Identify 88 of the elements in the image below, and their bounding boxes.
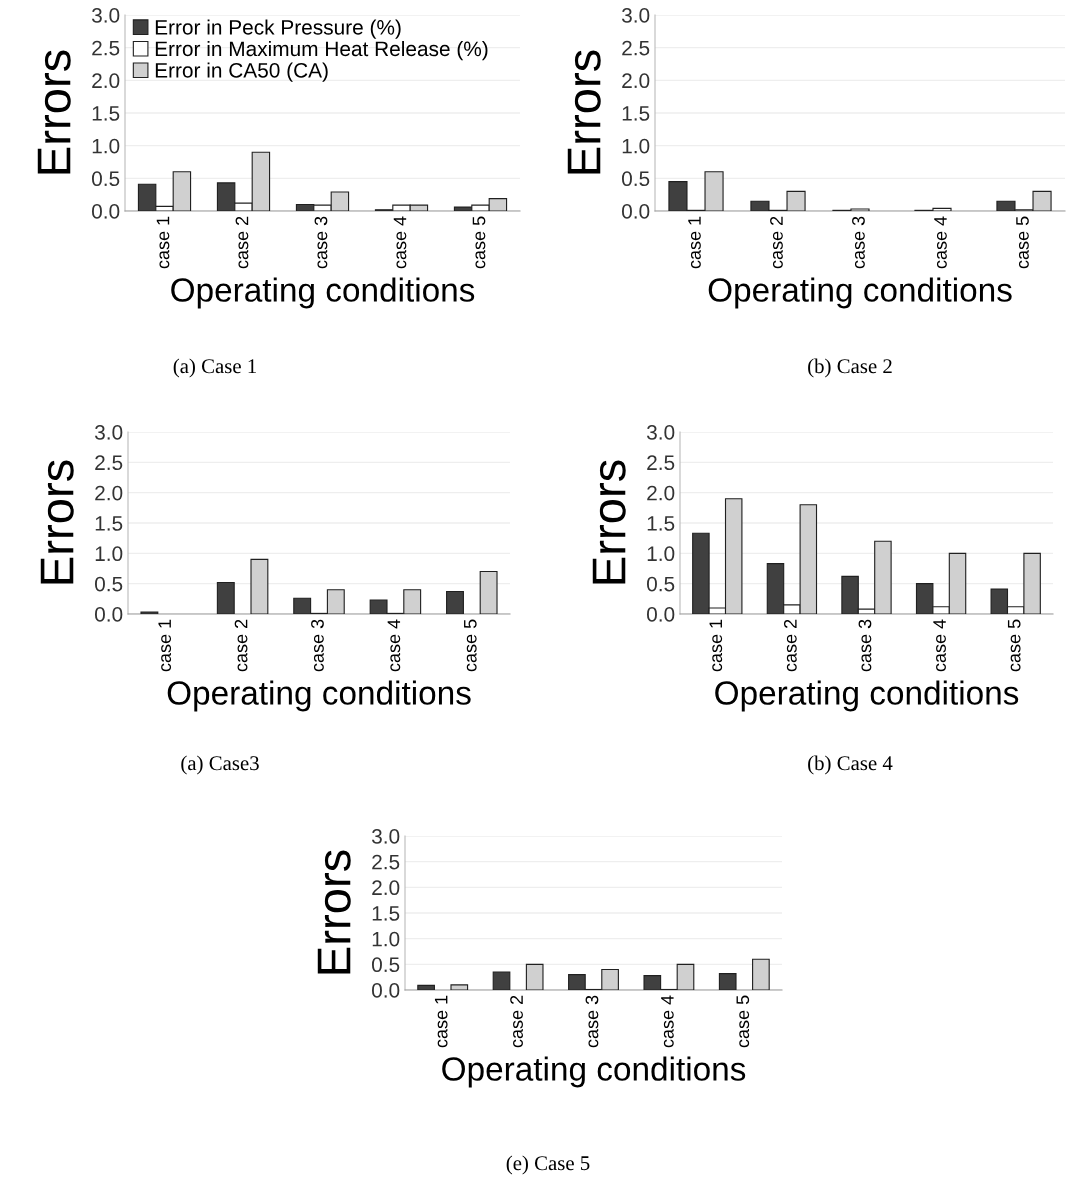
bar (718, 973, 737, 990)
y-tick-label: 1.0 (92, 138, 120, 154)
x-tick-label: case 3 (858, 619, 872, 672)
y-tick-label: 2.5 (92, 40, 120, 56)
y-tick-label: 1.0 (647, 546, 675, 562)
x-axis-title: Operating conditions (715, 680, 1019, 712)
y-axis-title: Errors (567, 50, 601, 174)
text: (b) Case 4 (808, 755, 893, 775)
x-axis-title: Operating conditions (167, 680, 471, 712)
y-tick-label: 3.0 (94, 425, 123, 440)
x-tick-label: case 4 (933, 619, 946, 672)
y-tick-label: 2.0 (622, 73, 650, 89)
bar (479, 570, 498, 614)
y-tick-label: 1.5 (622, 106, 650, 121)
y-tick-label: 1.5 (92, 106, 120, 121)
x-tick-label: case 5 (464, 619, 477, 672)
y-tick-label: 3.0 (371, 829, 400, 844)
x-axis-title: Operating conditions (171, 277, 475, 309)
y-axis-title: Errors (592, 460, 626, 584)
text: (a) Case 1 (173, 358, 256, 378)
x-tick-label: case 3 (852, 216, 865, 269)
y-tick-label: 2.0 (372, 880, 400, 896)
y-tick-label: 1.0 (372, 931, 400, 947)
text: (a) Case3 (181, 755, 259, 775)
y-tick-label: 0.0 (621, 204, 650, 219)
text: (b) Case 2 (808, 358, 892, 378)
y-tick-label: 1.5 (647, 516, 675, 531)
x-axis-title: Operating conditions (708, 277, 1012, 309)
bar (446, 590, 464, 614)
x-tick-label: case 2 (783, 619, 797, 672)
y-axis-title: Errors (40, 460, 74, 584)
x-tick-label: case 5 (736, 995, 750, 1048)
y-tick-label: 1.0 (622, 138, 650, 154)
y-tick-label: 0.0 (371, 983, 400, 998)
text: (e) Case 5 (506, 1155, 590, 1175)
y-tick-label: 2.5 (95, 455, 123, 471)
y-axis-title: Errors (37, 50, 71, 174)
x-tick-label: case 2 (510, 995, 523, 1048)
x-tick-label: case 2 (234, 619, 248, 672)
y-tick-label: 0.5 (371, 957, 400, 973)
y-tick-label: 2.5 (372, 854, 400, 870)
x-tick-label: case 1 (434, 995, 448, 1048)
y-axis-title: Errors (317, 850, 351, 974)
y-tick-label: 0.5 (646, 576, 675, 592)
y-tick-label: 0.0 (91, 204, 120, 219)
x-tick-label: case 4 (387, 619, 401, 672)
x-tick-label: case 4 (661, 995, 674, 1048)
y-tick-label: 2.5 (647, 455, 675, 471)
bar (492, 971, 511, 990)
x-tick-label: case 5 (1016, 216, 1029, 269)
x-tick-label: case 3 (314, 216, 328, 269)
bar (417, 984, 435, 990)
y-tick-label: 0.5 (621, 171, 650, 187)
legend-label: Error in Maximum Heat Release (%) (155, 40, 488, 61)
x-tick-label: case 4 (393, 216, 407, 269)
y-tick-label: 3.0 (621, 8, 650, 23)
x-tick-label: case 3 (311, 619, 324, 672)
x-axis-title: Operating conditions (442, 1056, 746, 1088)
y-tick-label: 2.0 (647, 485, 675, 501)
y-tick-label: 2.0 (95, 485, 123, 501)
bar (450, 984, 469, 990)
y-tick-label: 3.0 (91, 8, 120, 23)
legend-label: Error in CA50 (CA) (155, 62, 328, 82)
bar (250, 558, 269, 614)
bar (525, 963, 544, 990)
x-tick-label: case 3 (585, 995, 599, 1048)
x-tick-label: case 1 (156, 216, 170, 269)
y-tick-label: 0.5 (94, 576, 123, 592)
legend-label: Error in Peck Pressure (%) (155, 19, 401, 39)
x-tick-label: case 2 (770, 216, 783, 269)
y-tick-label: 1.5 (95, 516, 123, 531)
x-tick-label: case 5 (472, 216, 486, 269)
bar (752, 958, 770, 990)
x-tick-label: case 5 (1007, 619, 1021, 672)
bar (216, 581, 235, 614)
y-tick-label: 2.0 (92, 73, 120, 89)
y-tick-label: 2.5 (622, 40, 650, 56)
x-tick-label: case 1 (688, 216, 701, 269)
y-tick-label: 0.5 (91, 171, 120, 187)
y-tick-label: 0.0 (646, 607, 675, 622)
y-tick-label: 0.0 (94, 607, 123, 622)
x-tick-label: case 4 (934, 216, 947, 269)
y-tick-label: 1.5 (372, 906, 400, 921)
y-tick-label: 3.0 (646, 425, 675, 440)
x-tick-label: case 1 (158, 619, 172, 672)
y-tick-label: 1.0 (95, 546, 123, 562)
x-tick-label: case 2 (235, 216, 249, 269)
x-tick-label: case 1 (709, 619, 723, 672)
